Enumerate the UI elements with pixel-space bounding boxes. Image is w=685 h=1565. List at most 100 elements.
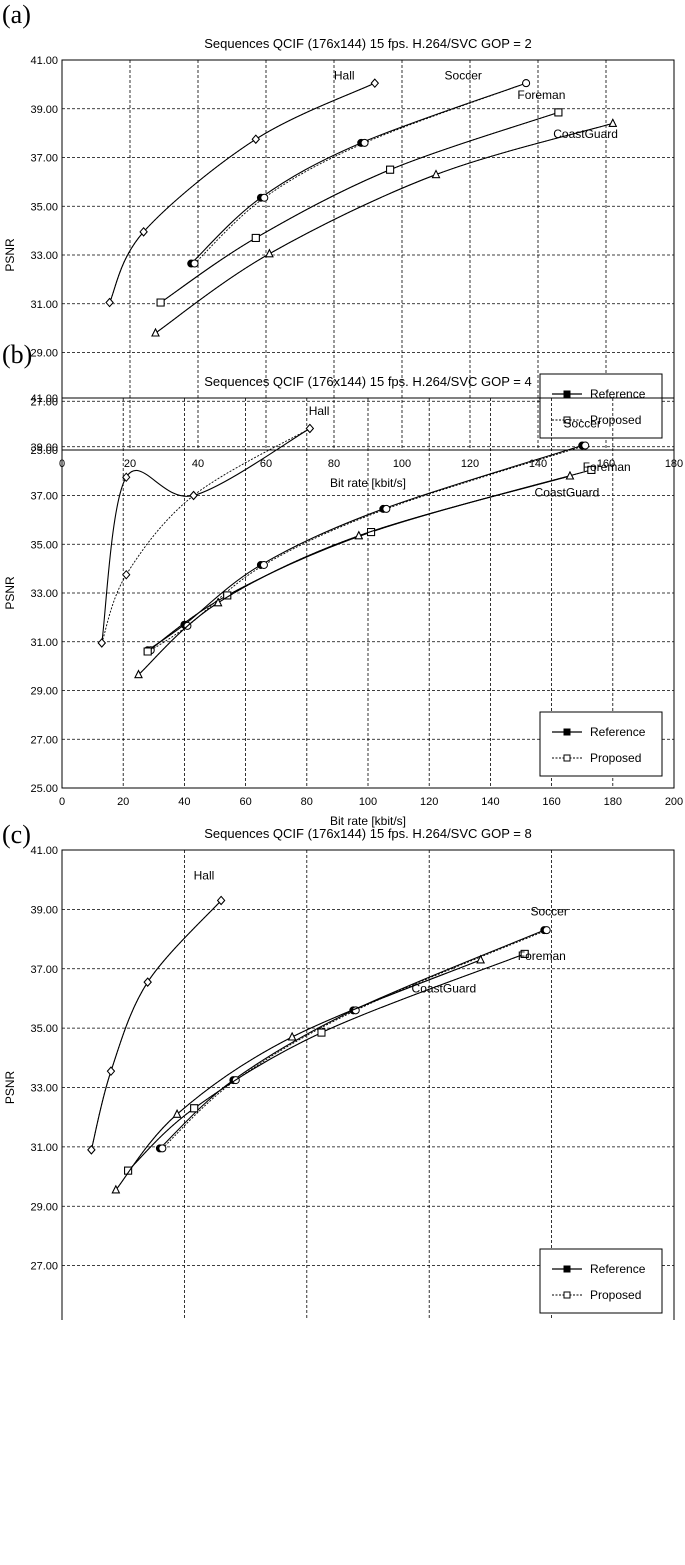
y-tick-label: 25.00	[30, 783, 58, 795]
series-label-hall: Hall	[194, 869, 215, 883]
legend-label-proposed: Proposed	[590, 1288, 641, 1302]
chart-panel-c: (c) Sequences QCIF (176x144) 15 fps. H.2…	[0, 820, 685, 1320]
data-point-soccer-proposed	[158, 1144, 167, 1153]
series-line-coastguard-reference	[155, 122, 613, 334]
series-line-hall-reference	[109, 82, 376, 303]
data-point-hall-proposed	[122, 569, 131, 580]
y-tick-label: 37.00	[30, 153, 58, 165]
data-point-hall-proposed	[189, 490, 198, 501]
data-point-coastguard-proposed	[287, 1031, 297, 1041]
series-label-foreman: Foreman	[518, 949, 566, 963]
series-line-coastguard-reference	[138, 475, 571, 676]
chart-title: Sequences QCIF (176x144) 15 fps. H.264/S…	[204, 36, 531, 51]
series-label-coastguard: CoastGuard	[535, 486, 600, 500]
legend-box	[539, 1248, 663, 1314]
y-tick-label: 33.00	[30, 588, 58, 600]
panel-label: (b)	[2, 340, 33, 369]
panel-label: (c)	[2, 820, 31, 849]
data-point-hall-proposed	[97, 638, 106, 648]
y-tick-label: 35.00	[30, 539, 58, 551]
legend-marker-reference	[563, 728, 571, 736]
data-point-hall-proposed	[143, 977, 152, 987]
data-point-foreman-proposed	[124, 1166, 133, 1175]
series-line-foreman-proposed	[160, 111, 559, 303]
data-point-foreman-proposed	[317, 1028, 326, 1037]
x-tick-label: 120	[420, 796, 438, 808]
data-point-coastguard-proposed	[172, 1109, 182, 1118]
y-tick-label: 27.00	[30, 734, 58, 746]
series-line-foreman-proposed	[127, 953, 525, 1171]
legend-marker-proposed	[563, 416, 571, 424]
x-tick-label: 100	[393, 458, 411, 470]
series-line-coastguard-proposed	[155, 122, 613, 334]
y-tick-label: 29.00	[30, 1201, 58, 1213]
x-tick-label: 120	[461, 458, 479, 470]
data-point-hall-proposed	[105, 297, 114, 308]
y-tick-label: 35.00	[30, 201, 58, 213]
x-tick-label: 100	[359, 796, 377, 808]
data-point-soccer-proposed	[382, 504, 391, 513]
chart-panel-b: (b) Sequences QCIF (176x144) 15 fps. H.2…	[0, 340, 685, 840]
series-line-soccer-reference	[147, 445, 583, 651]
series-line-hall-proposed	[109, 82, 375, 303]
series-label-hall: Hall	[334, 69, 355, 83]
data-point-foreman-proposed	[520, 949, 529, 958]
series-line-hall-reference	[101, 427, 311, 644]
data-point-hall-proposed	[251, 134, 260, 144]
data-point-hall-proposed	[87, 1145, 96, 1155]
x-tick-label: 40	[192, 458, 204, 470]
data-point-soccer-proposed	[259, 560, 268, 569]
data-point-soccer-proposed	[190, 259, 199, 268]
y-tick-label: 41.00	[30, 393, 58, 405]
data-point-soccer-proposed	[522, 79, 531, 88]
data-point-coastguard-proposed	[431, 169, 441, 179]
series-line-soccer-proposed	[194, 82, 527, 264]
y-tick-label: 37.00	[30, 491, 58, 503]
series-line-soccer-reference	[159, 929, 545, 1149]
y-tick-label: 27.00	[30, 396, 58, 408]
plot-frame	[61, 849, 675, 1320]
series-label-foreman: Foreman	[517, 88, 565, 102]
x-tick-label: 180	[604, 796, 622, 808]
y-axis-label: PSNR	[3, 1070, 17, 1104]
series-line-coastguard-proposed	[115, 959, 481, 1191]
data-point-foreman-proposed	[190, 1104, 199, 1113]
data-point-hall-reference	[122, 472, 131, 482]
y-tick-label: 39.00	[30, 442, 58, 454]
data-point-foreman-proposed	[143, 647, 152, 656]
data-point-coastguard-proposed	[608, 118, 618, 127]
data-point-soccer-proposed	[260, 193, 269, 202]
data-point-soccer-proposed	[360, 138, 369, 147]
data-point-coastguard-proposed	[134, 669, 143, 679]
legend: Reference Proposed	[539, 711, 663, 777]
data-point-foreman-proposed	[156, 298, 165, 307]
legend-marker-reference	[563, 1265, 571, 1273]
y-tick-label: 41.00	[30, 845, 58, 857]
x-tick-label: 60	[239, 796, 251, 808]
data-point-hall-proposed	[370, 78, 379, 88]
series-label-coastguard: CoastGuard	[412, 982, 477, 996]
data-point-coastguard-proposed	[213, 597, 223, 607]
legend-label-proposed: Proposed	[590, 751, 641, 765]
data-point-hall-proposed	[305, 423, 315, 434]
x-tick-label: 20	[124, 458, 136, 470]
data-point-foreman-proposed	[587, 465, 596, 474]
series-label-coastguard: CoastGuard	[553, 127, 618, 141]
x-tick-label: 0	[59, 796, 65, 808]
chart-title: Sequences QCIF (176x144) 15 fps. H.264/S…	[204, 826, 531, 841]
series-line-foreman-reference	[147, 469, 592, 652]
x-tick-label: 60	[260, 458, 272, 470]
legend-box	[539, 373, 663, 439]
x-tick-label: 200	[665, 796, 683, 808]
x-tick-label: 80	[328, 458, 340, 470]
data-point-hall-proposed	[139, 227, 148, 237]
y-tick-label: 31.00	[30, 1142, 58, 1154]
y-tick-label: 33.00	[30, 1083, 58, 1095]
data-point-soccer-proposed	[581, 441, 590, 450]
legend-marker-proposed	[563, 754, 571, 762]
series-line-soccer-reference	[190, 82, 527, 264]
legend-marker-proposed	[563, 1291, 571, 1299]
chart-c: Sequences QCIF (176x144) 15 fps. H.264/S…	[3, 826, 675, 1320]
legend-marker-reference	[563, 390, 571, 398]
legend-label-reference: Reference	[590, 725, 646, 739]
